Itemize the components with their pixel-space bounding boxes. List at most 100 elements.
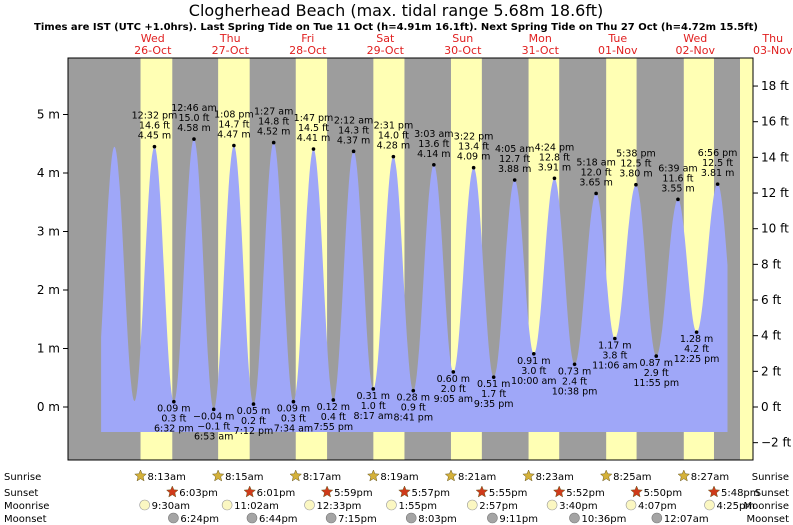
sunrise-row-label-right: Sunrise [752, 472, 789, 483]
low-tide-marker: 0.09 m0.3 ft7:34 am [274, 399, 313, 435]
sunset-time: 5:50pm [644, 488, 683, 499]
tide-label: 4.58 m [177, 123, 210, 134]
tide-label: 3.0 ft [521, 366, 546, 377]
sunrise-icon [444, 469, 458, 482]
y-left-tick-label: 3 m [37, 225, 60, 239]
astronomy-rows: Sunrise Sunset Moonrise Moonset Sunrise … [4, 469, 790, 525]
moonrise-icon [221, 499, 233, 511]
tide-label: 14.0 ft [378, 131, 409, 142]
moonrise-icon [304, 499, 315, 511]
tide-label: 12.5 ft [702, 158, 733, 169]
tide-point [232, 143, 236, 148]
y-right-tick-label: −2 ft [761, 436, 792, 450]
y-right-tick-label: 6 ft [761, 293, 781, 307]
tide-label: −0.04 m [193, 411, 234, 422]
sunrise-time: 8:27am [691, 472, 729, 483]
day-name-label: Thu [219, 32, 241, 45]
day-date-label: 30-Oct [444, 44, 482, 57]
moonrise-time: 1:55pm [398, 501, 437, 512]
tide-point [531, 351, 536, 356]
tide-label: 2:12 am [334, 115, 373, 126]
tide-label: 10:38 pm [552, 386, 598, 397]
day-date-label: 28-Oct [289, 44, 327, 57]
tide-label: 12.8 ft [539, 152, 570, 163]
tide-label: 12.0 ft [581, 167, 612, 178]
moonset-row-label-right: Moonset [747, 514, 790, 525]
moonset-icon [569, 512, 580, 524]
day-name-label: Tue [607, 32, 627, 45]
tide-label: 2:31 pm [374, 121, 414, 132]
tide-point [311, 147, 316, 151]
tide-label: 7:55 pm [314, 422, 354, 433]
tide-label: 4.37 m [337, 135, 370, 146]
moonrise-icon [704, 499, 715, 511]
y-left-tick-label: 1 m [37, 342, 60, 356]
tide-label: 5:38 pm [616, 149, 656, 160]
tide-label: 6:32 pm [154, 424, 194, 435]
tide-label: 12:25 pm [674, 354, 720, 365]
moonrise-time: 4:07pm [638, 501, 677, 512]
tide-point [432, 163, 436, 167]
sunset-icon [475, 485, 489, 498]
tide-label: 0.73 m [558, 366, 591, 377]
moonset-icon [651, 512, 663, 524]
tide-point [172, 399, 176, 404]
tide-label: 0.51 m [477, 379, 510, 390]
day-date-label: 03-Nov [753, 44, 793, 57]
y-left-tick-label: 0 m [37, 400, 60, 414]
day-name-label: Sun [452, 32, 473, 45]
sunrise-time: 8:19am [380, 472, 418, 483]
tide-label: 0.28 m [397, 393, 430, 404]
y-axis-left: 5 m 4 m 3 m 2 m 1 m 0 m [37, 108, 68, 414]
tide-label: 8:17 am [354, 411, 393, 422]
tide-point [451, 370, 456, 374]
tide-label: 14.8 ft [258, 117, 289, 128]
tide-label: 14.7 ft [218, 120, 249, 131]
low-tide-marker: 0.09 m0.3 ft6:32 pm [154, 399, 194, 435]
y-right-tick-label: 8 ft [761, 257, 781, 271]
sunrise-icon [677, 469, 691, 482]
sunset-icon [243, 485, 257, 498]
moonset-time: 7:15pm [338, 514, 377, 525]
tide-label: 11:06 am [592, 361, 637, 372]
y-left-tick-label: 5 m [37, 108, 60, 122]
moonrise-time: 3:40pm [559, 501, 598, 512]
tide-label: 7:12 pm [234, 426, 274, 437]
tide-point [715, 182, 720, 186]
tide-label: 0.3 ft [281, 414, 306, 425]
tide-label: 0.60 m [437, 374, 470, 385]
sunrise-time: 8:21am [458, 472, 496, 483]
tide-point [271, 140, 276, 145]
moonset-time: 6:24pm [180, 514, 219, 525]
sunrise-icon [134, 469, 147, 482]
sunrise-icon [522, 469, 535, 482]
tide-label: 3.91 m [538, 162, 571, 173]
plot-frame [67, 57, 754, 461]
sunset-row-label-right: Sunset [755, 488, 789, 499]
sunrise-time: 8:25am [613, 472, 651, 483]
tide-label: 6:39 am [658, 163, 697, 174]
y-left-tick-label: 2 m [37, 283, 60, 297]
tide-point [192, 137, 196, 141]
tide-point [391, 154, 396, 159]
chart-title: Clogherhead Beach (max. tidal range 5.68… [189, 1, 603, 20]
tide-label: 2.0 ft [441, 384, 466, 395]
tide-label: 1:08 pm [214, 110, 254, 121]
sunrise-row-label-left: Sunrise [4, 472, 41, 483]
tide-label: 5:18 am [576, 157, 615, 168]
moonrise-icon [546, 499, 558, 511]
tide-label: 0.09 m [157, 404, 190, 415]
tide-label: 1.0 ft [361, 401, 386, 412]
moonrise-row-label-left: Moonrise [4, 501, 49, 512]
tide-label: 0.2 ft [241, 416, 266, 427]
y-right-tick-label: 10 ft [761, 222, 789, 236]
day-name-label: Thu [761, 32, 783, 45]
moonset-icon [405, 512, 417, 524]
